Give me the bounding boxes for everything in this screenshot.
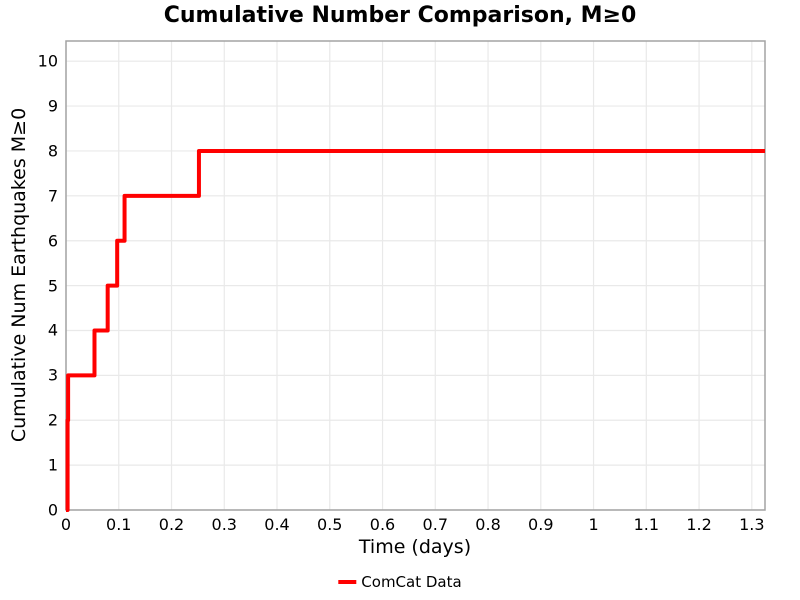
legend-line-icon: [338, 580, 357, 584]
y-tick-label: 10: [37, 51, 58, 71]
y-tick-label: 2: [47, 410, 58, 430]
gridlines: [65, 41, 765, 511]
axes-spines: [65, 40, 766, 511]
legend-entry-label: ComCat Data: [361, 573, 462, 591]
x-tick-label: 0: [60, 515, 72, 534]
x-tick-label: 1: [588, 515, 599, 534]
x-tick-label: 0.8: [475, 515, 501, 534]
x-tick-label: 0.5: [317, 515, 343, 534]
series-lines: [65, 148, 765, 512]
x-tick-label: 0.6: [369, 515, 396, 534]
legend: ComCat Data: [338, 573, 462, 591]
chart-title: Cumulative Number Comparison, M≥0: [163, 3, 637, 28]
x-tick-label: 0.7: [422, 515, 449, 534]
x-tick-label: 0.1: [106, 515, 132, 534]
x-tick-label: 1.3: [739, 515, 765, 534]
y-tick-label: 1: [47, 455, 58, 475]
y-tick-label: 3: [47, 365, 58, 385]
y-tick-label: 8: [47, 141, 58, 161]
comcat-series-line: [65, 148, 765, 512]
y-tick-label: 4: [47, 320, 58, 340]
y-tick-label: 7: [47, 186, 58, 206]
x-tick-label: 0.9: [528, 515, 554, 534]
x-tick-label: 0.2: [158, 515, 185, 534]
x-tick-label: 1.2: [686, 515, 712, 534]
x-tick-label: 0.4: [264, 515, 290, 534]
x-tick-label: 0.3: [211, 515, 237, 534]
y-tick-label: 5: [47, 276, 58, 296]
x-tick-label: 1.1: [633, 515, 660, 534]
plot-border: [65, 40, 766, 511]
y-tick-label: 6: [47, 231, 58, 251]
y-tick-label: 0: [47, 500, 58, 520]
y-tick-label: 9: [47, 96, 58, 116]
x-axis-label: Time (days): [358, 536, 472, 558]
